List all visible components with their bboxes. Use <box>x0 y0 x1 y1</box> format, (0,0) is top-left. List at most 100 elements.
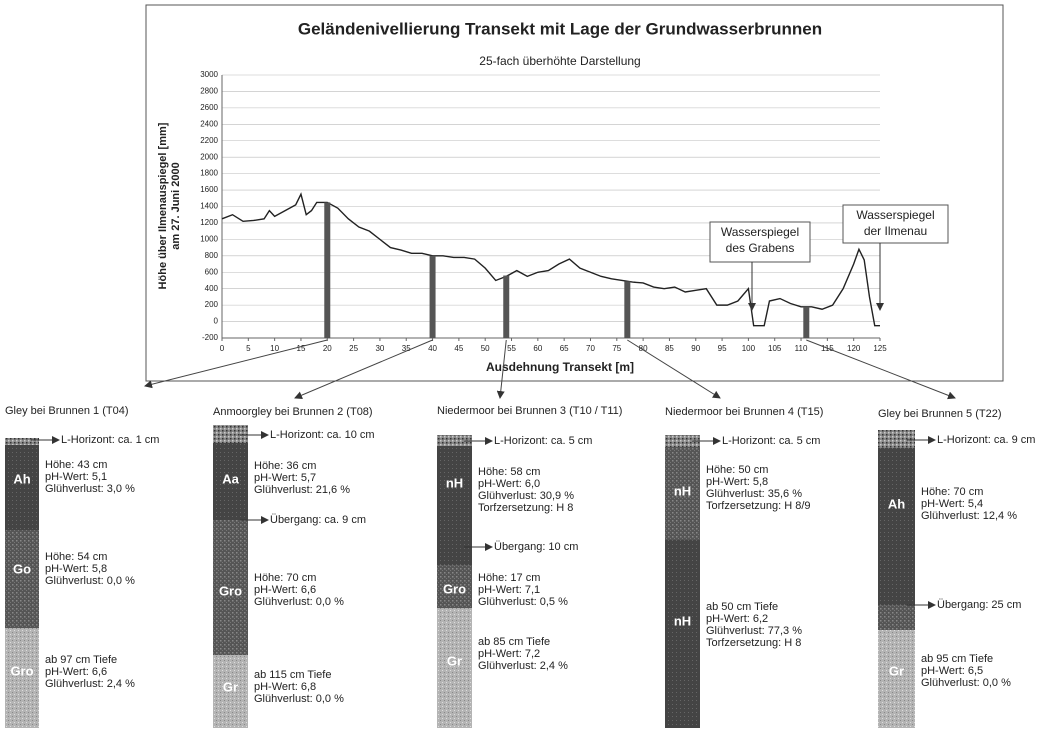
profile-title: Niedermoor bei Brunnen 4 (T15) <box>665 406 823 418</box>
profile-note: ab 115 cm Tiefe <box>254 669 331 681</box>
soil-layer <box>437 608 472 728</box>
well-bar <box>324 202 331 338</box>
x-tick-label: 40 <box>428 344 437 353</box>
profile-note: Glühverlust: 0,0 % <box>45 575 135 587</box>
y-tick-label: 800 <box>205 251 219 260</box>
soil-layer <box>437 565 472 575</box>
annotation-text: des Grabens <box>726 241 795 255</box>
y-tick-label: 2800 <box>200 87 218 96</box>
x-tick-label: 105 <box>768 344 782 353</box>
x-tick-label: 20 <box>323 344 332 353</box>
profile-note: Höhe: 43 cm <box>45 459 107 471</box>
soil-layer <box>665 540 700 728</box>
profile-note: ab 50 cm Tiefe <box>706 601 778 613</box>
profile-note: Übergang: ca. 9 cm <box>270 514 366 526</box>
soil-layer <box>437 575 472 608</box>
y-axis-label-group: Höhe über Ilmenauspiegel [mm] am 27. Jun… <box>157 122 182 289</box>
profile-note: Glühverlust: 77,3 % <box>706 625 802 637</box>
x-tick-label: 10 <box>270 344 279 353</box>
soil-layer <box>665 435 700 447</box>
profile-note: ab 85 cm Tiefe <box>478 636 550 648</box>
profile-note: Höhe: 17 cm <box>478 572 540 584</box>
x-tick-label: 60 <box>533 344 542 353</box>
x-tick-label: 55 <box>507 344 516 353</box>
x-tick-label: 100 <box>742 344 756 353</box>
y-tick-label: 1000 <box>200 234 218 243</box>
layer-label: Ah <box>13 471 30 486</box>
x-tick-label: 90 <box>691 344 700 353</box>
y-axis-label: am 27. Juni 2000 <box>170 162 182 249</box>
soil-layer <box>437 435 472 446</box>
x-tick-label: 25 <box>349 344 358 353</box>
annotation-box <box>709 221 811 263</box>
profile-note: pH-Wert: 5,7 <box>254 472 316 484</box>
connector <box>294 339 433 399</box>
y-tick-label: 1600 <box>200 185 218 194</box>
y-tick-label: 2000 <box>200 152 218 161</box>
profile-note: ab 95 cm Tiefe <box>921 653 993 665</box>
profile-note: pH-Wert: 6,5 <box>921 665 983 677</box>
x-tick-label: 70 <box>586 344 595 353</box>
profile-note: pH-Wert: 5,1 <box>45 471 107 483</box>
data-line <box>221 192 880 327</box>
layer-label: Aa <box>222 471 239 486</box>
x-tick-label: 0 <box>220 344 225 353</box>
chart-frame <box>145 4 1004 382</box>
x-tick-label: 50 <box>481 344 490 353</box>
y-tick-label: 1800 <box>200 169 218 178</box>
profile-note: pH-Wert: 6,6 <box>254 584 316 596</box>
layer-label: Gr <box>223 679 238 694</box>
layer-label: nH <box>674 483 691 498</box>
profile-note: Glühverlust: 0,0 % <box>254 596 344 608</box>
profile-note: L-Horizont: ca. 9 cm <box>937 434 1035 446</box>
profile-note: Höhe: 70 cm <box>254 572 316 584</box>
profile-note: Höhe: 36 cm <box>254 460 316 472</box>
soil-layer <box>5 628 39 728</box>
soil-layer <box>213 425 248 443</box>
profile-note: Glühverlust: 2,4 % <box>45 678 135 690</box>
profile-note: pH-Wert: 5,8 <box>706 476 768 488</box>
profile-title: Anmoorgley bei Brunnen 2 (T08) <box>213 406 373 418</box>
profile-note: Glühverlust: 35,6 % <box>706 488 802 500</box>
x-tick-label: 95 <box>718 344 727 353</box>
soil-layer <box>5 530 39 628</box>
profile-note: L-Horizont: ca. 5 cm <box>722 435 820 447</box>
x-tick-label: 5 <box>246 344 251 353</box>
profile-note: L-Horizont: ca. 10 cm <box>270 429 375 441</box>
profile-note: Höhe: 54 cm <box>45 551 107 563</box>
profile-note: Glühverlust: 3,0 % <box>45 483 135 495</box>
y-tick-label: 2200 <box>200 136 218 145</box>
profile-note: Torfzersetzung: H 8 <box>706 637 801 649</box>
layer-label: Gro <box>219 583 242 598</box>
layer-label: Go <box>13 561 31 576</box>
profile-note: L-Horizont: ca. 5 cm <box>494 435 592 447</box>
x-tick-label: 45 <box>454 344 463 353</box>
x-tick-label: 80 <box>639 344 648 353</box>
profile-note: pH-Wert: 5,4 <box>921 498 983 510</box>
profile-note: Höhe: 58 cm <box>478 466 540 478</box>
profile-title: Gley bei Brunnen 5 (T22) <box>878 408 1002 420</box>
profile-note: Höhe: 50 cm <box>706 464 768 476</box>
soil-layer <box>878 605 915 630</box>
soil-layer <box>5 445 39 530</box>
x-tick-label: 75 <box>612 344 621 353</box>
profile-note: Glühverlust: 0,0 % <box>921 677 1011 689</box>
soil-layer <box>878 630 915 728</box>
y-tick-label: 400 <box>205 284 219 293</box>
profile-title: Gley bei Brunnen 1 (T04) <box>5 405 129 417</box>
well-bar <box>624 281 631 338</box>
x-tick-label: 120 <box>847 344 861 353</box>
x-tick-label: 65 <box>560 344 569 353</box>
profile-note: Glühverlust: 0,0 % <box>254 693 344 705</box>
soil-layer <box>213 443 248 520</box>
profile-note: Torfzersetzung: H 8/9 <box>706 500 811 512</box>
profile-note: Glühverlust: 12,4 % <box>921 510 1017 522</box>
y-tick-label: 2400 <box>200 119 218 128</box>
profile-note: pH-Wert: 5,8 <box>45 563 107 575</box>
x-tick-label: 125 <box>873 344 887 353</box>
soil-layer <box>213 530 248 655</box>
profile-note: pH-Wert: 6,0 <box>478 478 540 490</box>
x-tick-label: 35 <box>402 344 411 353</box>
y-tick-label: 1400 <box>200 202 218 211</box>
layer-label: nH <box>674 613 691 628</box>
